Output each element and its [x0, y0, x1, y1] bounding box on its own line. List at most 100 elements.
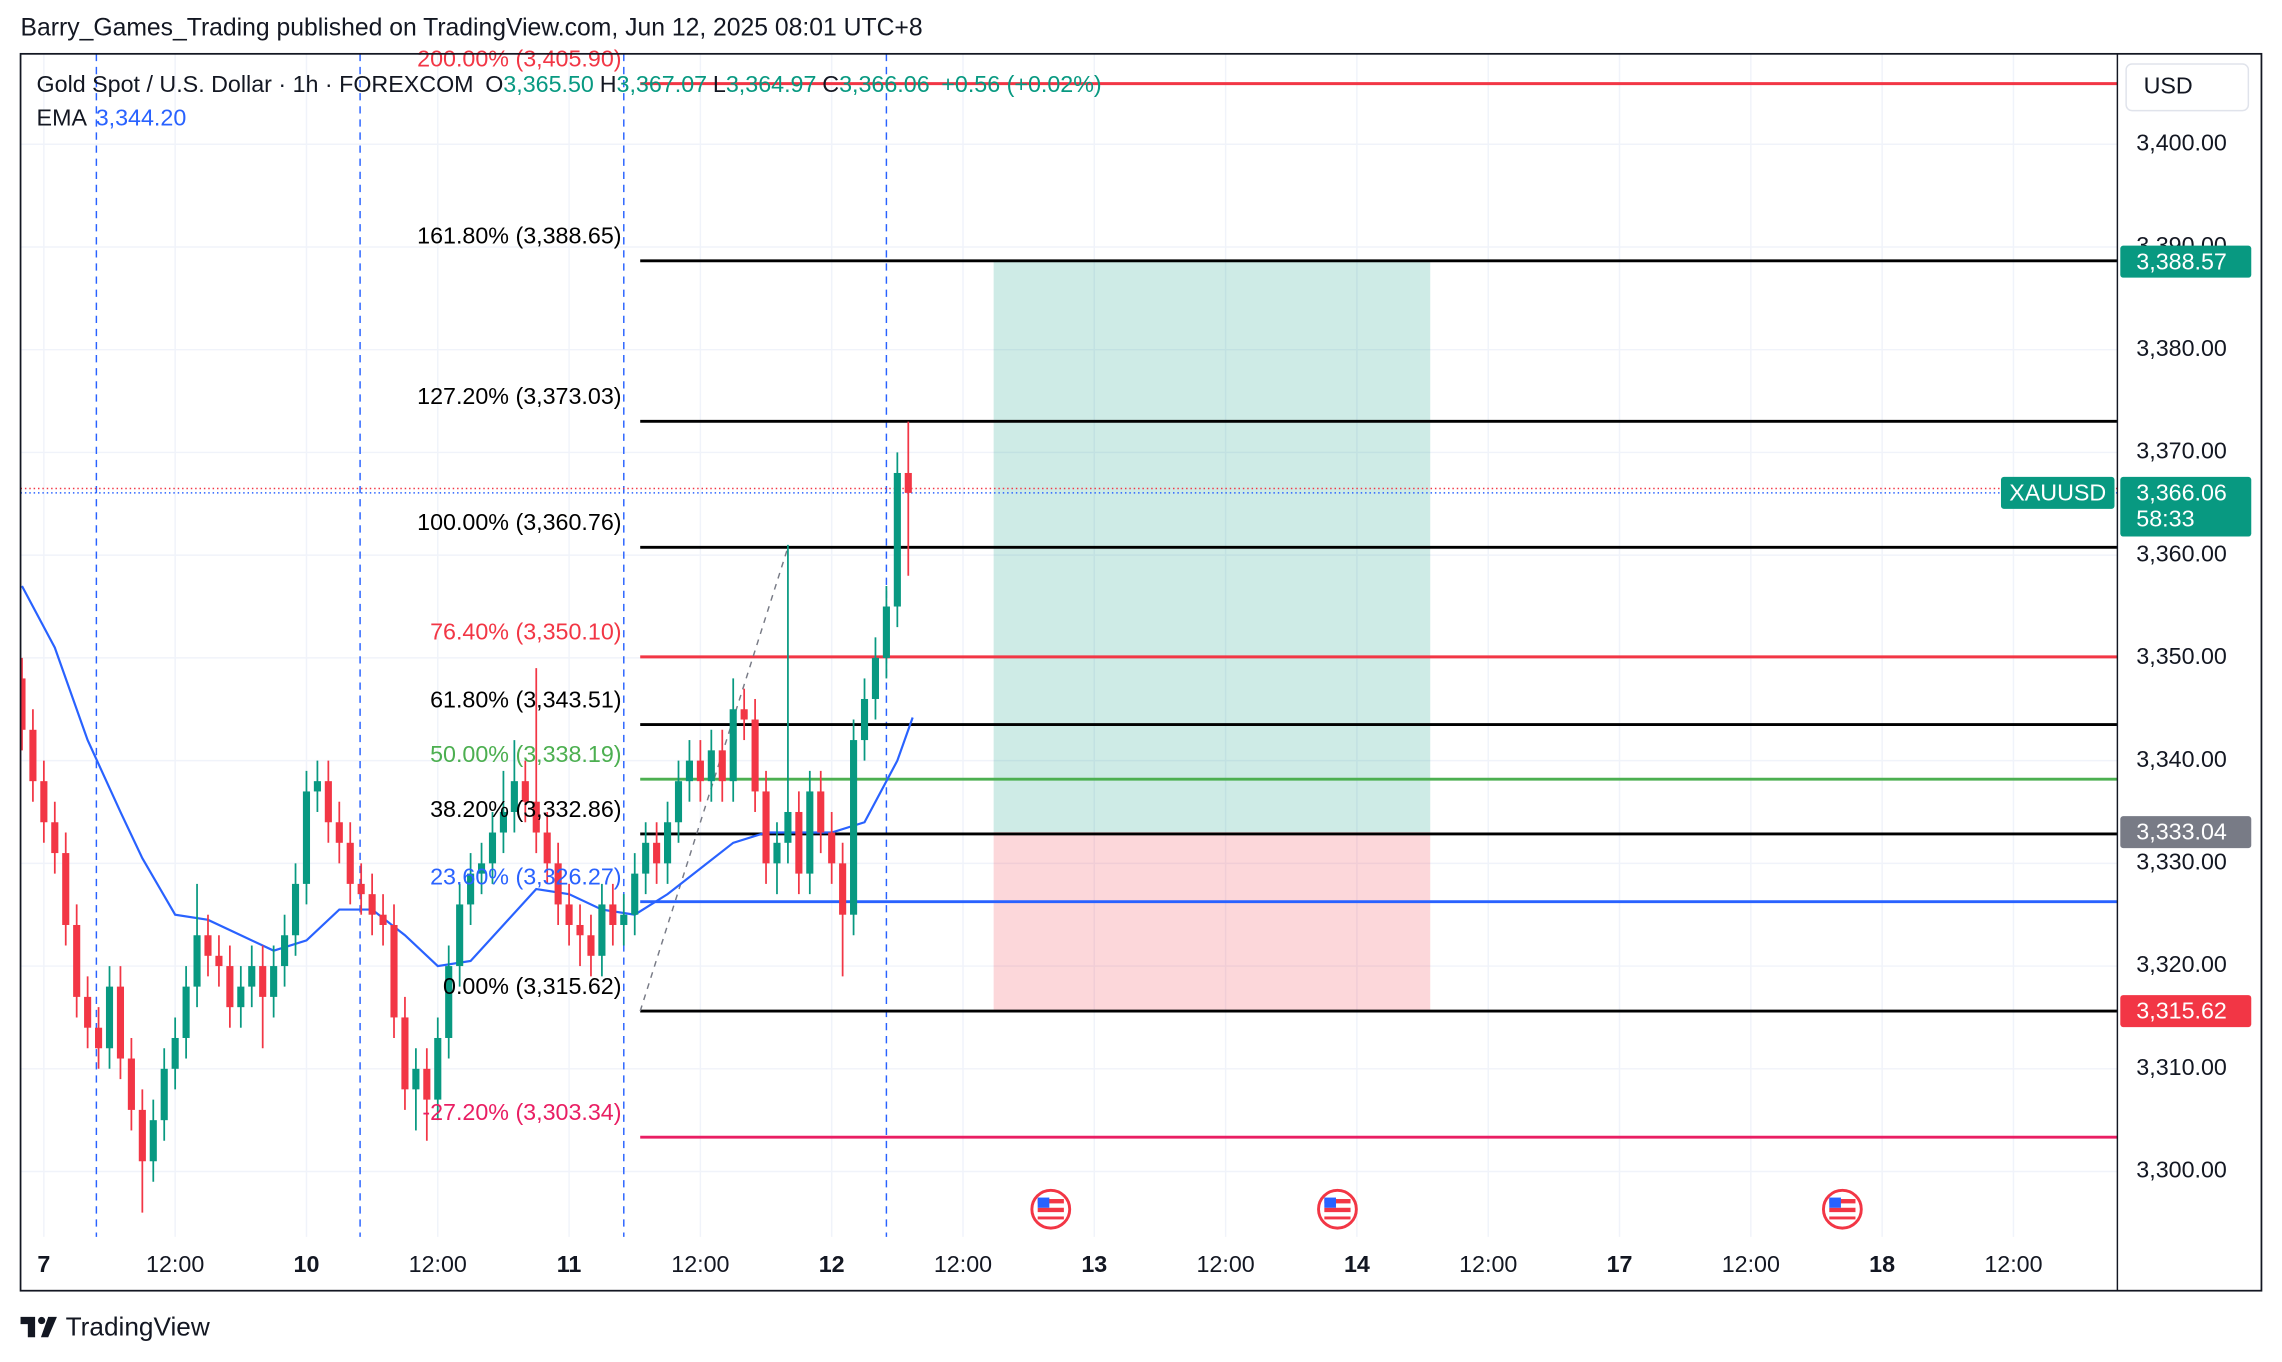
fib-label: 50.00% (3,338.19)	[430, 741, 621, 767]
fib-label: 0.00% (3,315.62)	[443, 973, 622, 999]
candle-body	[281, 935, 289, 967]
symbol-name: Gold Spot / U.S. Dollar · 1h · FOREXCOM	[37, 71, 474, 97]
candle-body	[149, 1120, 157, 1162]
candle-body	[73, 924, 81, 997]
candle-body	[204, 935, 212, 956]
x-tick-label: 11	[557, 1251, 582, 1277]
x-tick-label: 12:00	[671, 1251, 729, 1277]
price-box	[2120, 995, 2252, 1028]
candle-body	[850, 740, 858, 915]
candle-body	[554, 863, 562, 905]
ohlc-value: 3,367.07	[617, 71, 708, 97]
y-tick-label: 3,380.00	[2136, 335, 2227, 361]
y-tick-label: 3,400.00	[2136, 129, 2227, 155]
candle-body	[598, 904, 606, 956]
candle-body	[543, 832, 551, 864]
candle-body	[127, 1058, 135, 1110]
x-tick-label: 14	[1344, 1251, 1370, 1277]
grid	[20, 53, 2118, 1237]
candle-body	[729, 709, 737, 782]
x-tick-label: 12:00	[934, 1251, 992, 1277]
currency-box[interactable]	[2125, 63, 2250, 112]
candle-body	[499, 811, 507, 833]
candle-body	[237, 986, 245, 1008]
fib-label: -27.20% (3,303.34)	[422, 1099, 621, 1125]
candle-body	[116, 986, 125, 1059]
last-price-box	[2120, 476, 2252, 537]
chart-frame	[19, 52, 2263, 1292]
x-tick-label: 7	[37, 1251, 50, 1277]
ohlc-key: C	[822, 71, 839, 97]
x-tick-label: 12	[819, 1251, 845, 1277]
candle-body	[335, 822, 343, 843]
candle-body	[434, 1037, 442, 1100]
fib-label: 38.20% (3,332.86)	[430, 796, 621, 822]
y-tick-label: 3,370.00	[2136, 438, 2227, 464]
candle-body	[817, 791, 825, 833]
candle-body	[324, 781, 332, 823]
x-tick-label: 12:00	[146, 1251, 204, 1277]
candle-body	[477, 863, 486, 874]
change: +0.56 (+0.02%)	[941, 71, 1101, 97]
position-stop-zone	[993, 832, 1431, 1012]
candle-body	[860, 698, 869, 741]
ohlc-key: H	[600, 71, 617, 97]
candle-body	[685, 760, 693, 782]
candle-body	[270, 966, 278, 997]
candle-body	[532, 801, 540, 833]
x-tick-label: 12:00	[409, 1251, 467, 1277]
candle-body	[893, 472, 901, 607]
candle-body	[653, 842, 661, 864]
candle-body	[696, 760, 704, 782]
ohlc-value: 3,365.50	[503, 71, 594, 97]
candle-body	[828, 832, 836, 864]
y-tick-label: 3,330.00	[2136, 849, 2227, 875]
y-tick-label: 3,350.00	[2136, 643, 2227, 669]
x-tick-label: 12:00	[1196, 1251, 1254, 1277]
candle-body	[740, 709, 748, 720]
candle-body	[456, 904, 464, 967]
candle-body	[313, 781, 321, 792]
candle-body	[423, 1068, 431, 1100]
candle-body	[631, 873, 639, 915]
event-icons	[1030, 1188, 1863, 1230]
x-tick-label: 12:00	[1984, 1251, 2042, 1277]
candle-body	[20, 678, 26, 730]
ohlc-key: O	[485, 71, 503, 97]
brand: TradingView	[66, 1311, 210, 1341]
candle-body	[95, 1027, 103, 1049]
candle-body	[904, 472, 912, 493]
candle-body	[751, 719, 759, 792]
candle-body	[84, 996, 92, 1028]
event-flag[interactable]	[1030, 1188, 1072, 1230]
event-flag[interactable]	[1822, 1188, 1863, 1230]
candle-body	[445, 966, 453, 1038]
x-tick-label: 13	[1081, 1251, 1107, 1277]
x-tick-label: 18	[1869, 1251, 1895, 1277]
y-tick-label: 3,300.00	[2136, 1157, 2227, 1183]
y-tick-label: 3,310.00	[2136, 1054, 2227, 1080]
candle-body	[664, 822, 672, 864]
ema-name: EMA	[37, 104, 88, 130]
event-flag[interactable]	[1317, 1188, 1358, 1230]
candle-body	[565, 904, 573, 925]
candle-body	[412, 1068, 420, 1090]
candle-body	[707, 750, 715, 782]
ema-value: 3,344.20	[96, 104, 187, 130]
candle-body	[248, 966, 256, 987]
fib-label: 127.20% (3,373.03)	[417, 383, 621, 409]
candle-body	[806, 791, 814, 874]
x-tick-label: 17	[1607, 1251, 1633, 1277]
candle-body	[609, 904, 617, 925]
price-box	[2120, 245, 2252, 278]
candle-body	[368, 894, 376, 915]
countdown: 58:33	[2136, 506, 2194, 532]
candle-body	[291, 883, 300, 936]
currency[interactable]: USD	[2144, 72, 2193, 98]
plot-area	[20, 53, 2118, 1237]
y-tick-label: 3,340.00	[2136, 746, 2227, 772]
price-box-label: 3,333.04	[2136, 819, 2227, 845]
candle-body	[160, 1068, 168, 1121]
candle-body	[620, 914, 628, 925]
